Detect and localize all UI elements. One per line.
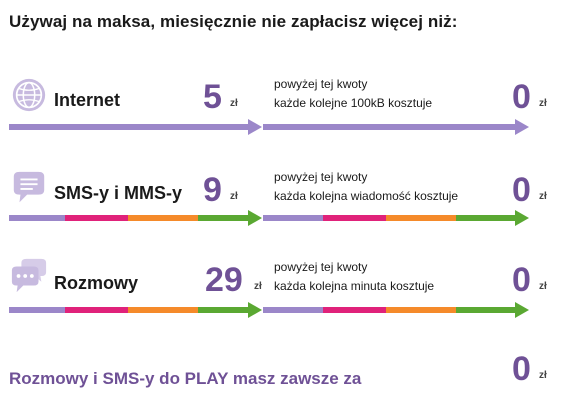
calls-description: powyżej tej kwoty każda kolejna minuta k… [274,258,434,296]
internet-arrow-bar [9,119,529,135]
internet-desc-line2: każde kolejne 100kB kosztuje [274,96,433,110]
chat-bubbles-icon [11,258,47,293]
internet-desc-line1: powyżej tej kwoty [274,77,368,91]
page-headline: Używaj na maksa, miesięcznie nie zapłaci… [9,12,458,31]
sms-mms-label: SMS-y i MMS-y [54,183,183,203]
sms-mms-desc-line2: każda kolejna wiadomość kosztuje [274,189,459,203]
calls-after-unit: zł [539,281,547,292]
calls-row: Rozmowy 29 zł powyżej tej kwoty każda ko… [0,253,561,333]
globe-icon [12,78,46,112]
calls-after-price: 0 [512,261,531,299]
internet-price-unit: zł [230,98,238,109]
internet-row: Internet 5 zł powyżej tej kwoty każde ko… [0,70,561,150]
sms-mms-desc-line1: powyżej tej kwoty [274,170,368,184]
play-network-unit: zł [539,370,547,381]
internet-after-unit: zł [539,98,547,109]
sms-mms-after-unit: zł [539,191,547,202]
calls-arrow-bar [9,302,529,318]
calls-price: 29 [205,261,243,299]
internet-label: Internet [54,90,121,110]
calls-desc-line1: powyżej tej kwoty [274,260,368,274]
internet-price: 5 [203,78,222,116]
sms-mms-description: powyżej tej kwoty każda kolejna wiadomoś… [274,168,458,206]
sms-mms-after-price: 0 [512,171,531,209]
calls-price-unit: zł [254,281,262,292]
calls-desc-line2: każda kolejna minuta kosztuje [274,279,435,293]
calls-label: Rozmowy [54,273,139,293]
sms-mms-row: SMS-y i MMS-y 9 zł powyżej tej kwoty każ… [0,163,561,243]
internet-description: powyżej tej kwoty każde kolejne 100kB ko… [274,75,432,113]
play-network-price: 0 [512,350,531,388]
sms-mms-arrow-bar [9,210,529,226]
message-bubble-icon [13,171,45,203]
sms-mms-price-unit: zł [230,191,238,202]
sms-mms-price: 9 [203,171,222,209]
internet-after-price: 0 [512,78,531,116]
play-network-label: Rozmowy i SMS-y do PLAY masz zawsze za [9,369,362,388]
